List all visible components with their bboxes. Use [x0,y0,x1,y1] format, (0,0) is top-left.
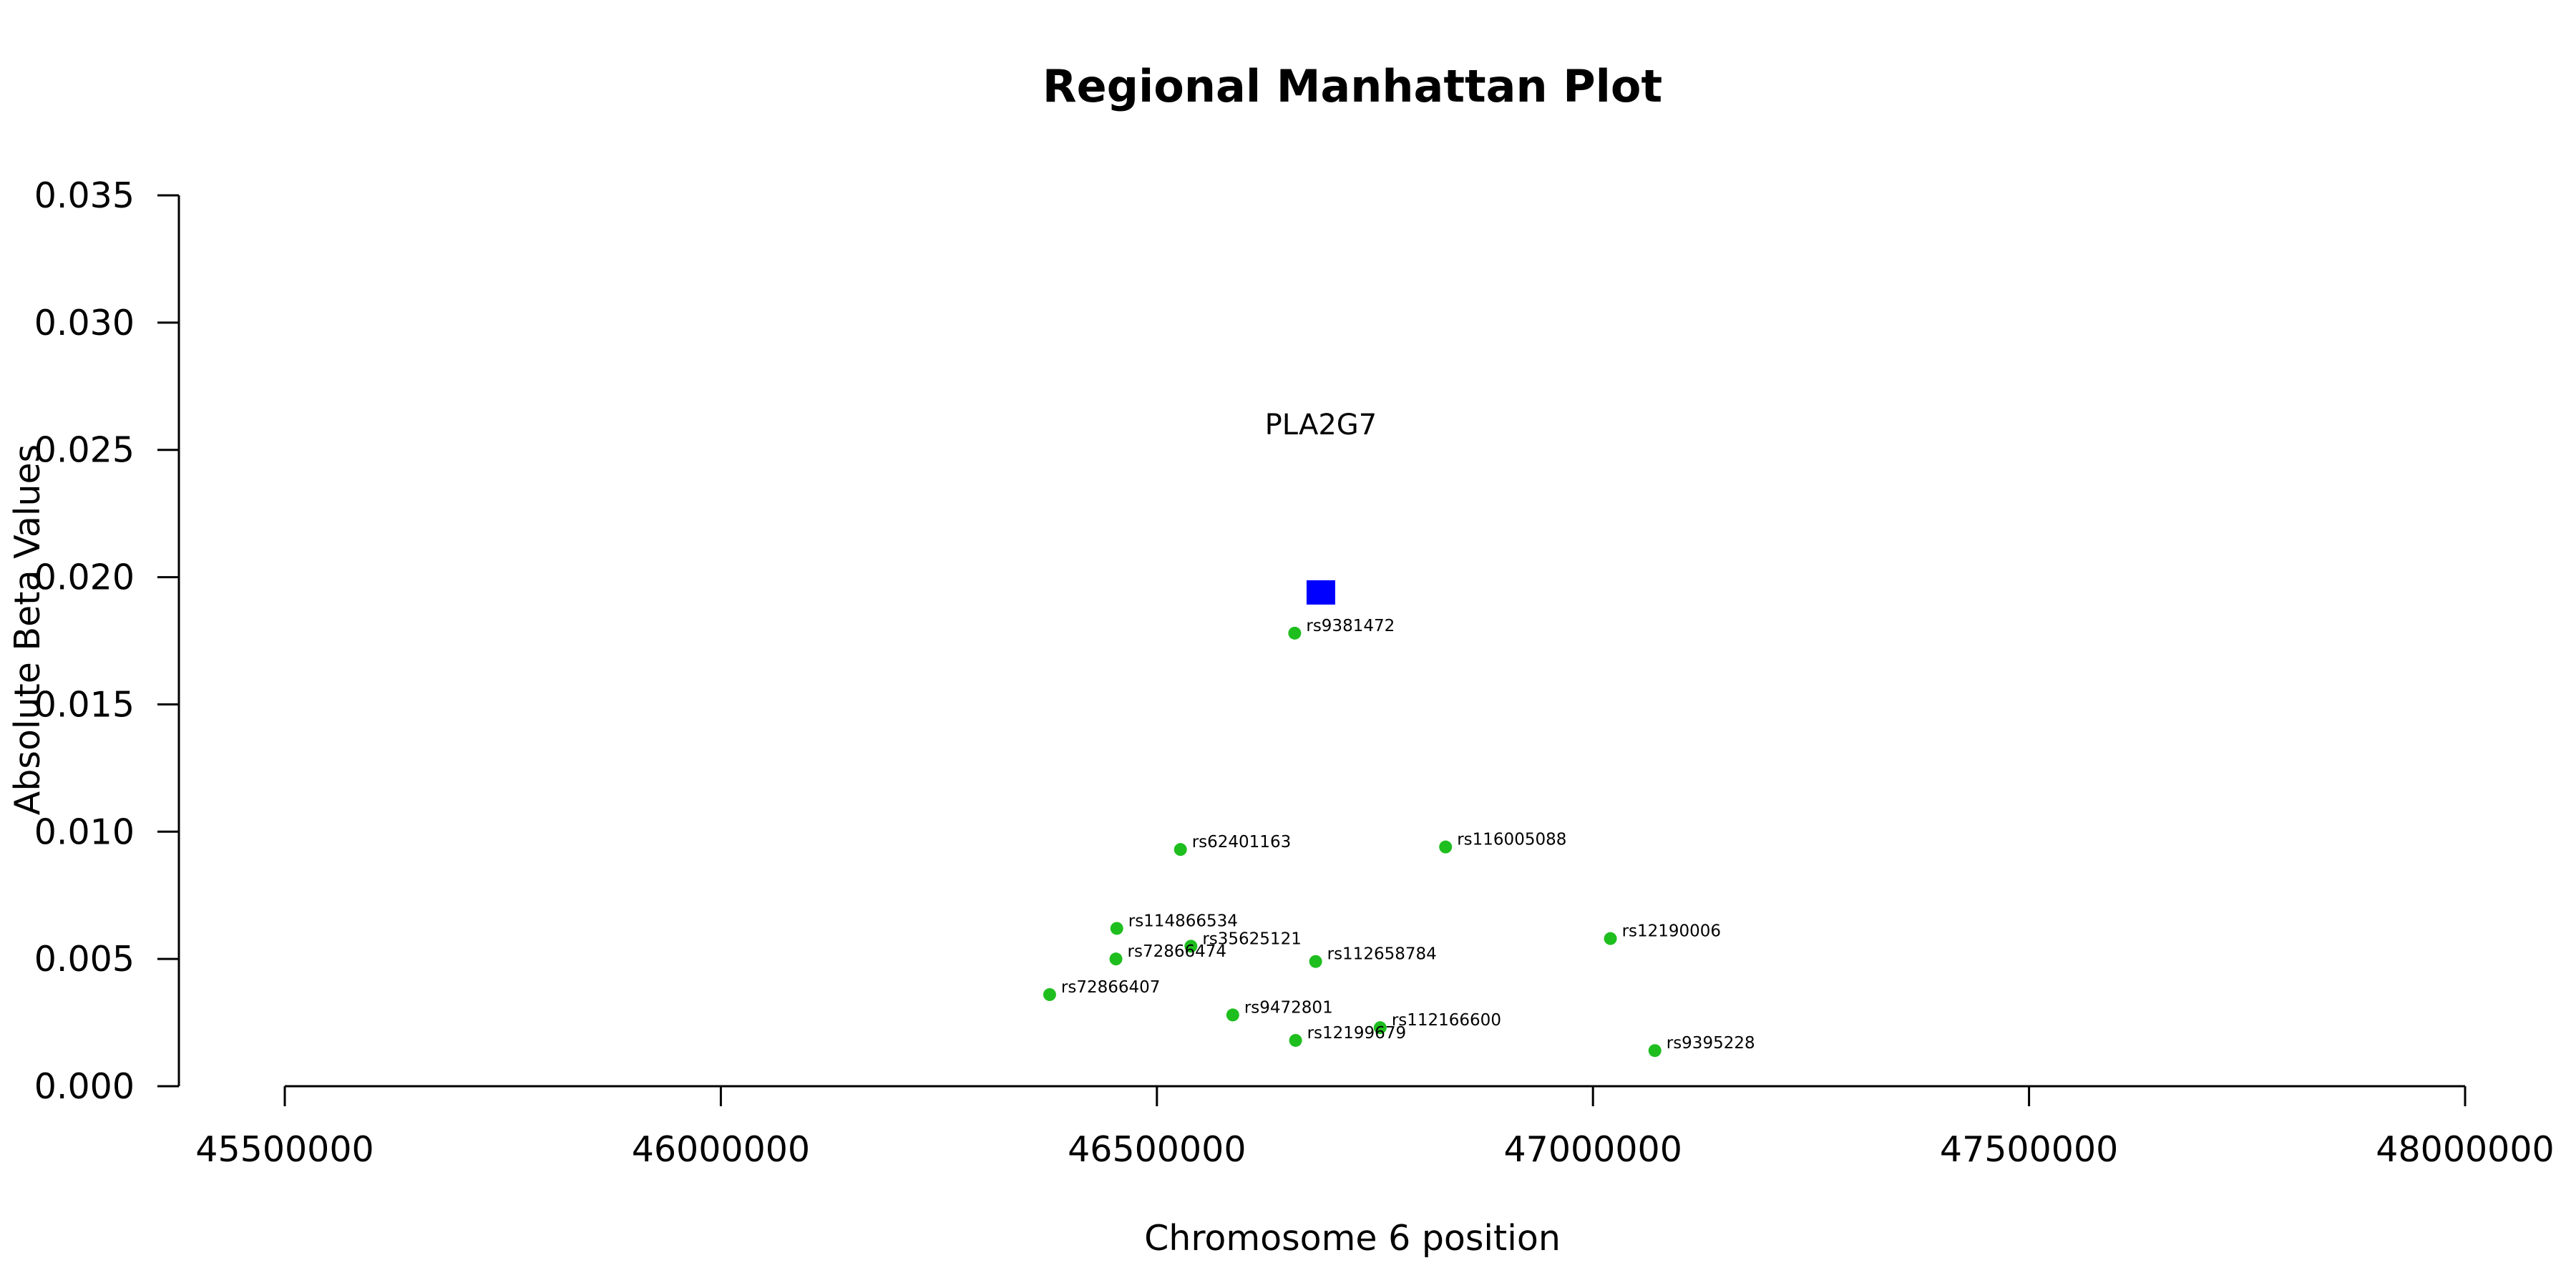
snp-label: rs9381472 [1306,617,1395,635]
snp-point [1604,932,1617,945]
gene-marker [1306,580,1335,605]
x-tick-label: 47000000 [1503,1129,1682,1170]
snp-point [1309,955,1322,968]
x-axis: 45500000 46000000 46500000 47000000 47500000… [195,1085,2555,1170]
snp-point [1289,1033,1302,1047]
snp-point [1110,922,1123,935]
snp-label: rs72866407 [1061,978,1161,997]
y-tick-label: 0.010 [34,811,135,852]
snp-label: rs116005088 [1457,831,1566,849]
y-axis: 0.000 0.005 0.010 0.015 0.020 0.025 0.030 0.035 [34,175,180,1107]
y-tick-label: 0.015 [34,684,135,725]
snp-label: rs62401163 [1192,833,1292,852]
x-ticks: 45500000 46000000 46500000 47000000 47500000… [195,1086,2555,1170]
y-tick-label: 0.025 [34,430,135,471]
x-tick-label: 46000000 [632,1129,810,1170]
gene-marker-group: PLA2G7 [1265,409,1377,605]
x-axis-label: Chromosome 6 position [1144,1218,1561,1259]
snp-point [1439,840,1453,854]
x-tick-label: 46500000 [1068,1129,1246,1170]
snp-label: rs12190006 [1622,922,1722,941]
snp-label: rs12199679 [1307,1024,1407,1043]
y-tick-label: 0.035 [34,175,135,216]
y-axis-label: Absolute Beta Values [7,444,48,815]
y-tick-label: 0.020 [34,557,135,598]
snp-label: rs112658784 [1327,945,1437,964]
snp-point [1043,987,1056,1001]
snp-point [1648,1044,1662,1058]
snp-label: rs114866534 [1128,912,1238,930]
snp-label: rs9395228 [1667,1034,1755,1053]
snp-point [1373,1021,1387,1035]
y-tick-label: 0.005 [34,939,135,980]
chart-title: Regional Manhattan Plot [1043,60,1662,112]
gene-label: PLA2G7 [1265,409,1377,441]
snp-point [1226,1008,1239,1022]
snp-point [1288,626,1302,640]
snp-point [1184,940,1198,953]
snp-label: rs9472801 [1244,998,1333,1017]
x-tick-label: 47500000 [1940,1129,2118,1170]
snp-label: rs35625121 [1202,930,1302,948]
y-tick-label: 0.030 [34,303,135,343]
x-tick-label: 48000000 [2376,1129,2554,1170]
x-tick-label: 45500000 [195,1129,374,1170]
snp-points: rs9381472 rs62401163 rs116005088 rs11486653… [1043,617,1755,1058]
snp-point [1174,843,1187,857]
y-tick-label: 0.000 [34,1066,135,1107]
y-ticks: 0.000 0.005 0.010 0.015 0.020 0.025 0.030 0.035 [34,175,179,1107]
snp-point [1109,952,1123,966]
snp-label: rs112166600 [1392,1011,1501,1030]
snp-label: rs72866474 [1128,942,1227,961]
